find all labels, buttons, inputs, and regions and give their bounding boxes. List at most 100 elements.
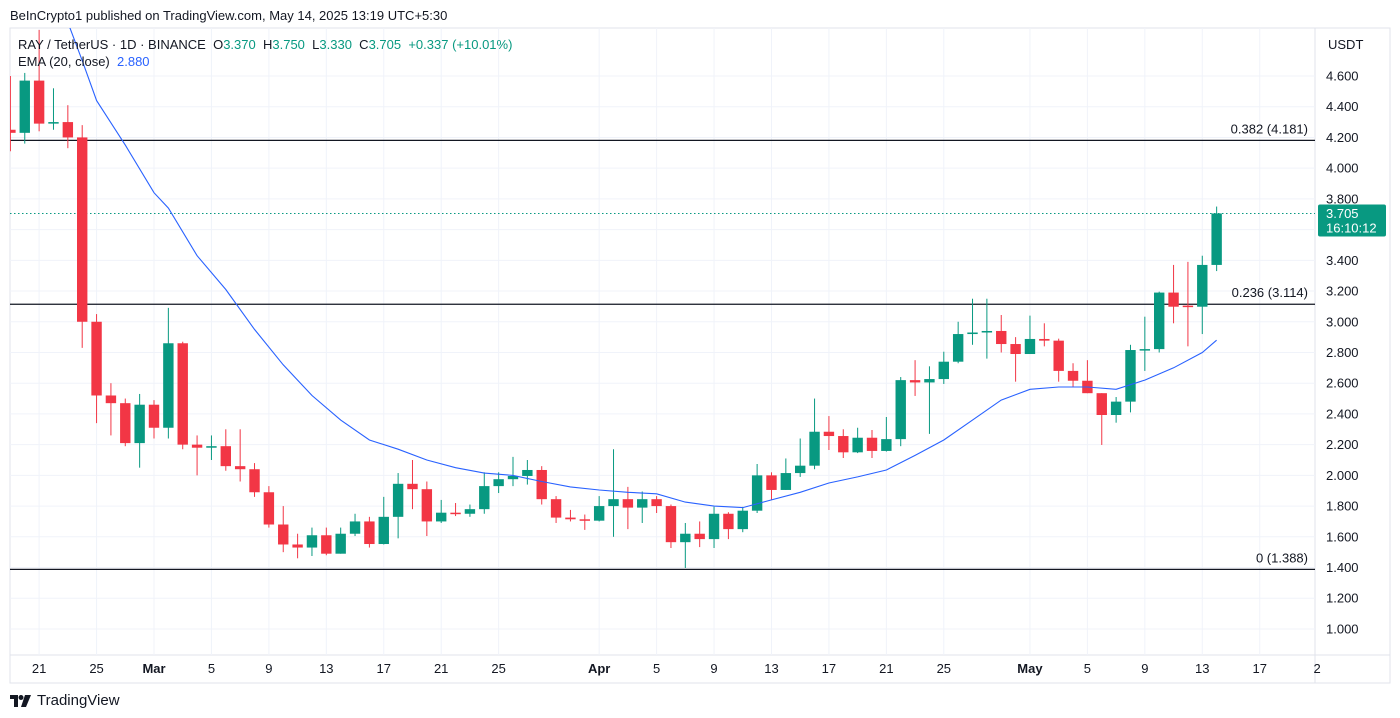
candle: [349, 513, 361, 537]
candle: [1096, 393, 1107, 445]
symbol-row: RAY / TetherUS · 1D · BINANCE O3.370 H3.…: [18, 36, 512, 53]
candle-body: [694, 533, 705, 540]
brand-name: TradingView: [37, 692, 120, 709]
candle-body: [263, 492, 275, 525]
candle-body: [1024, 338, 1036, 355]
candle: [421, 481, 433, 537]
candle: [795, 438, 806, 477]
candle: [206, 435, 217, 460]
candle: [321, 527, 332, 556]
y-tick-label: 4.000: [1326, 161, 1359, 176]
candle: [479, 472, 490, 514]
candle: [996, 315, 1007, 353]
candle: [766, 472, 777, 500]
candle-body: [795, 465, 806, 474]
candle: [120, 398, 131, 447]
candle-body: [622, 499, 634, 508]
price-axis[interactable]: 1.000 1.200 1.400 1.600 1.800 2.000 2.200 2.400…: [1326, 69, 1359, 637]
candle-body: [206, 446, 217, 448]
candle: [637, 491, 648, 523]
candle-body: [1139, 349, 1151, 351]
x-tick-label: 17: [1252, 661, 1266, 676]
candle-body: [91, 321, 102, 396]
candle: [1067, 363, 1079, 388]
candle: [809, 398, 820, 470]
candle: [1139, 316, 1151, 371]
low-value: 3.330: [319, 37, 352, 52]
x-tick-label: 13: [764, 661, 778, 676]
fib-level-label: 0 (1.388): [1256, 550, 1308, 565]
candle: [306, 527, 318, 556]
low-label: L: [312, 37, 320, 52]
y-tick-label: 1.400: [1326, 560, 1359, 575]
candle-body: [1154, 292, 1165, 350]
candle-body: [191, 444, 203, 448]
open-label: O: [213, 37, 224, 52]
candle-body: [924, 379, 935, 383]
tradingview-logo[interactable]: TradingView: [10, 692, 120, 709]
candle: [952, 321, 964, 364]
candle: [1039, 323, 1050, 347]
candle-body: [852, 437, 863, 453]
candle: [234, 429, 246, 482]
candle: [1082, 360, 1093, 394]
candle-body: [766, 475, 777, 490]
candle: [737, 506, 748, 533]
candle: [19, 72, 30, 144]
candle: [507, 456, 519, 487]
candle-body: [335, 533, 346, 554]
candle-body: [105, 395, 117, 404]
close-value: 3.705: [368, 37, 402, 52]
currency-unit[interactable]: USDT: [1328, 37, 1364, 52]
candle: [651, 496, 662, 513]
candle-body: [823, 431, 835, 437]
candle-body: [1211, 213, 1222, 265]
candle-body: [278, 524, 289, 545]
candle-body: [220, 446, 231, 467]
publish-info: BeInCrypto1 published on TradingView.com…: [10, 8, 448, 23]
x-tick-label: 5: [208, 661, 215, 676]
candle-body: [1039, 338, 1050, 341]
candle-body: [62, 122, 74, 138]
x-tick-label: 21: [32, 661, 46, 676]
x-tick-label: 5: [1084, 661, 1091, 676]
candle-body: [507, 475, 519, 480]
candle: [708, 506, 720, 549]
open-value: 3.370: [223, 37, 256, 52]
candle: [608, 449, 619, 537]
candle-body: [493, 479, 504, 487]
symbol-name[interactable]: RAY / TetherUS · 1D · BINANCE: [18, 37, 206, 52]
candle: [292, 533, 303, 559]
candle: [278, 506, 289, 553]
time-axis[interactable]: 21 25 Mar 5 9 13 17 21 25 Apr 5 9 13 17 21 25 May 5 9 13 17 2: [32, 661, 1321, 676]
candle-body: [996, 330, 1007, 345]
candle-body: [1125, 350, 1136, 402]
y-tick-label: 1.000: [1326, 621, 1359, 636]
candle: [77, 125, 88, 348]
x-tick-label: 17: [377, 661, 391, 676]
candle-body: [579, 519, 590, 521]
tradingview-logo-icon: [10, 694, 31, 707]
candle: [1053, 338, 1064, 382]
candle-body: [33, 80, 45, 124]
ema-label[interactable]: EMA (20, close): [18, 54, 110, 69]
y-tick-label: 2.600: [1326, 376, 1359, 391]
candle: [909, 360, 921, 396]
y-tick-label: 4.600: [1326, 69, 1359, 84]
candle-body: [1110, 401, 1122, 415]
candle: [665, 504, 677, 549]
candle: [62, 105, 74, 149]
chart-frame: [9, 27, 1391, 684]
x-tick-label: 17: [822, 661, 836, 676]
close-label: C: [359, 37, 369, 52]
candle: [1168, 264, 1179, 324]
ema-polyline: [69, 28, 1217, 509]
candle: [1024, 315, 1036, 355]
candle-body: [780, 473, 792, 490]
x-tick-label: 21: [434, 661, 448, 676]
x-tick-label: Apr: [588, 661, 610, 676]
candle: [407, 460, 418, 510]
candle-body: [450, 512, 461, 515]
